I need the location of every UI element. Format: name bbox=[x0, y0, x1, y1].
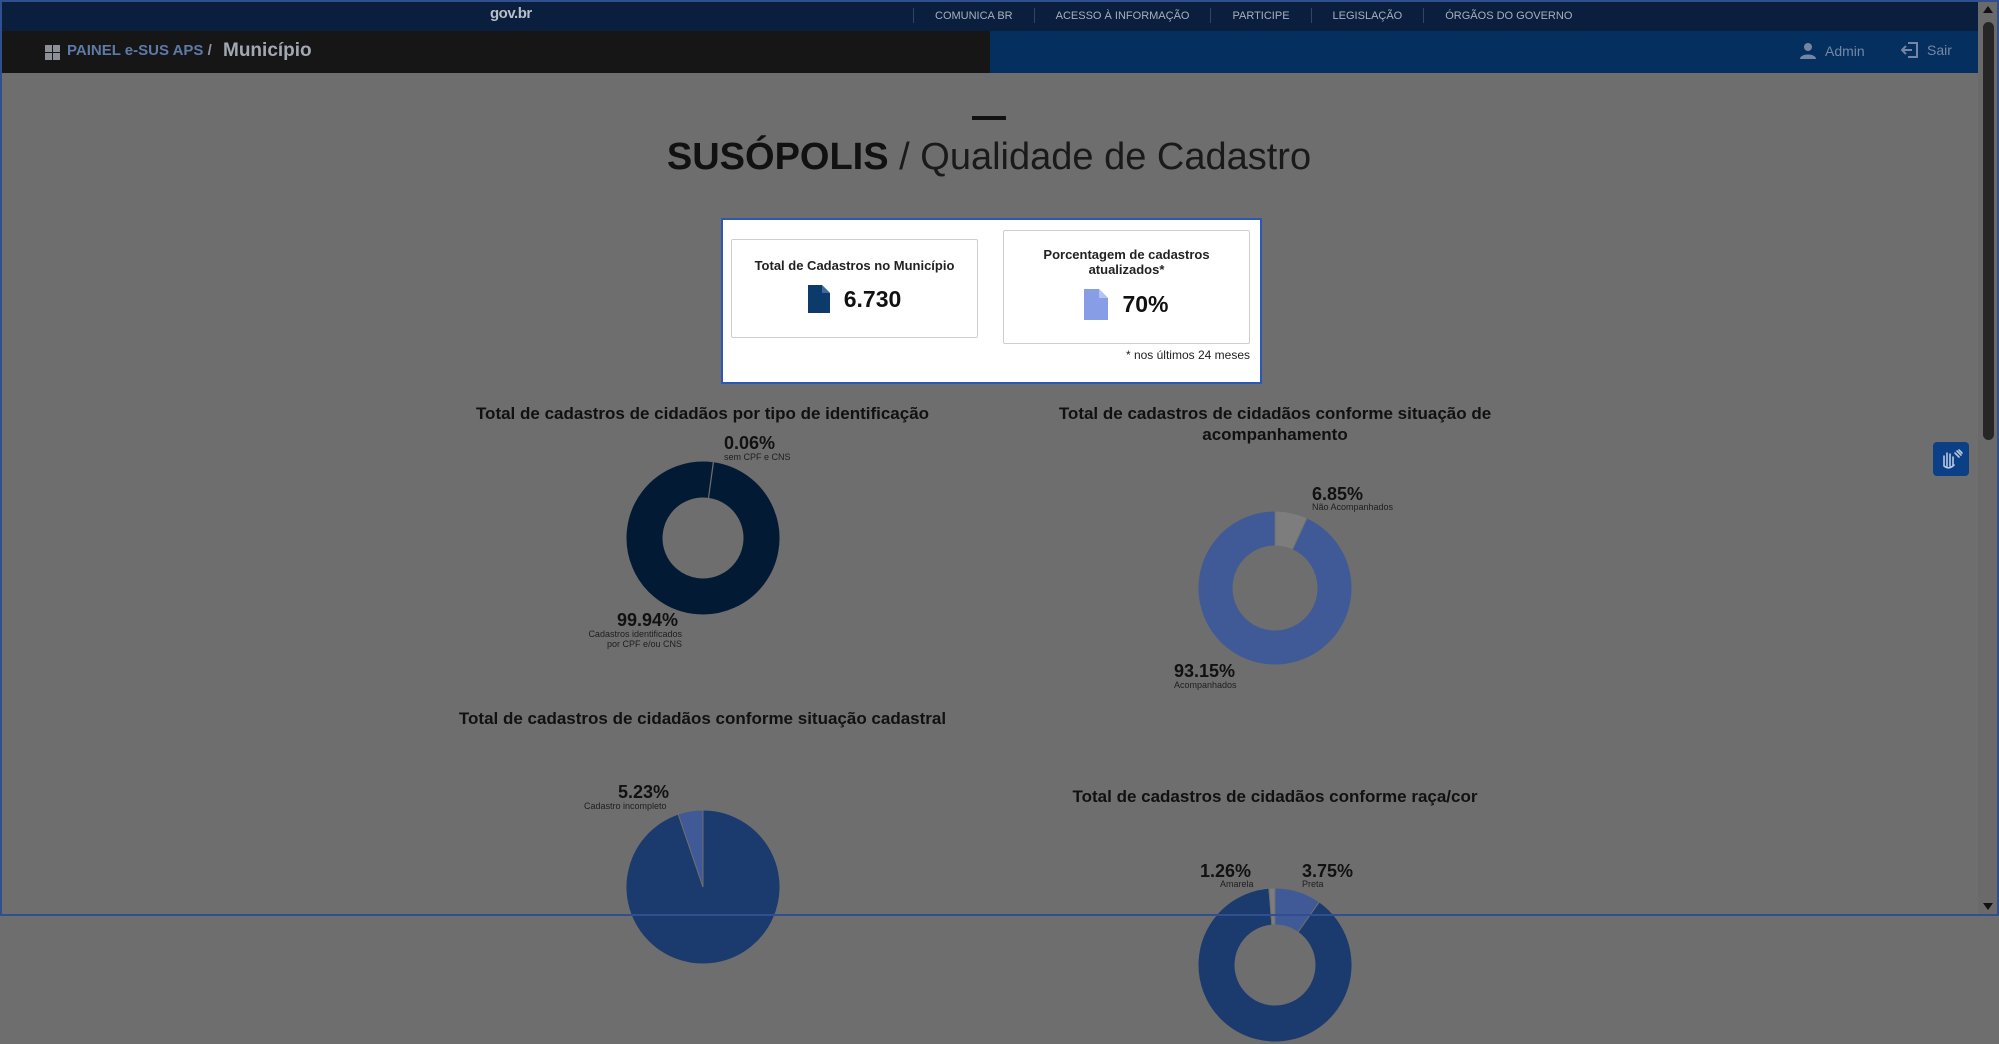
chart-title-acompanhamento: Total de cadastros de cidadãos conforme … bbox=[1058, 404, 1492, 444]
slice-pct-identificados: 99.94% bbox=[617, 610, 679, 630]
city-name: SUSÓPOLIS bbox=[666, 136, 889, 178]
gov-link-orgaos[interactable]: ÓRGÃOS DO GOVERNO bbox=[1445, 9, 1573, 22]
gov-link-legislacao[interactable]: LEGISLAÇÃO bbox=[1332, 9, 1403, 22]
slice-label-acompanhados: Acompanhados bbox=[1174, 680, 1237, 690]
slice-label-amarela: Amarela bbox=[1220, 879, 1254, 889]
vertical-scrollbar[interactable] bbox=[1978, 0, 1999, 916]
pie-chart-situacao[interactable] bbox=[624, 808, 782, 966]
slice-pct-nao-acompanhados: 6.85% bbox=[1312, 484, 1364, 504]
gov-link-comunica[interactable]: COMUNICA BR bbox=[935, 9, 1013, 22]
gov-top-bar: gov.br COMUNICA BR ACESSO À INFORMAÇÃO P… bbox=[0, 0, 1978, 31]
document-icon bbox=[807, 285, 830, 313]
title-accent-dash bbox=[972, 116, 1006, 120]
kpi-total-value: 6.730 bbox=[843, 285, 902, 312]
section-name: Qualidade de Cadastro bbox=[920, 136, 1312, 178]
exit-button[interactable]: Sair bbox=[1901, 42, 1952, 58]
chart-title-raca: Total de cadastros de cidadãos conforme … bbox=[1072, 787, 1478, 806]
gov-link-participe[interactable]: PARTICIPE bbox=[1232, 9, 1290, 22]
gov-logo[interactable]: gov.br bbox=[490, 5, 532, 22]
slice-pct-acompanhados: 93.15% bbox=[1174, 661, 1236, 681]
slice-pct-sem-cpf: 0.06% bbox=[724, 433, 776, 453]
page-title: SUSÓPOLIS / Qualidade de Cadastro bbox=[0, 136, 1978, 179]
scroll-down-arrow-icon[interactable] bbox=[1983, 903, 1993, 910]
scroll-up-arrow-icon[interactable] bbox=[1983, 6, 1993, 13]
app-bar bbox=[0, 31, 990, 73]
user-button[interactable]: Admin bbox=[1799, 42, 1865, 60]
slice-label-identificados: Cadastros identificados por CPF e/ou CNS bbox=[588, 629, 682, 649]
gov-link-acesso-informacao[interactable]: ACESSO À INFORMAÇÃO bbox=[1055, 9, 1190, 22]
sign-language-hands-icon bbox=[1943, 449, 1963, 469]
kpi-card-total: Total de Cadastros no Município 6.730 bbox=[731, 239, 978, 338]
chart-title-situacao: Total de cadastros de cidadãos conforme … bbox=[458, 709, 947, 728]
title-separator: / bbox=[888, 136, 921, 178]
exit-label: Sair bbox=[1927, 42, 1952, 58]
gov-links: COMUNICA BR ACESSO À INFORMAÇÃO PARTICIP… bbox=[913, 0, 1593, 31]
slice-label-cadastro-incompleto: Cadastro incompleto bbox=[584, 801, 667, 811]
donut-chart-acompanhamento[interactable] bbox=[1196, 509, 1354, 667]
slice-pct-amarela: 1.26% bbox=[1200, 861, 1252, 881]
page-name: Município bbox=[223, 40, 312, 61]
scrollbar-thumb[interactable] bbox=[1983, 22, 1994, 440]
kpi-card-updated: Porcentagem de cadastros atualizados* 70… bbox=[1003, 230, 1250, 344]
chart-title-identificacao: Total de cadastros de cidadãos por tipo … bbox=[475, 404, 930, 423]
donut-chart-identificacao[interactable] bbox=[624, 459, 782, 617]
kpi-footnote: * nos últimos 24 meses bbox=[1125, 348, 1250, 362]
breadcrumb-separator: / bbox=[207, 42, 212, 59]
slice-identificados[interactable] bbox=[625, 460, 781, 616]
slice-cadastro-incompleto[interactable] bbox=[677, 809, 704, 888]
vlibras-accessibility-button[interactable] bbox=[1933, 442, 1969, 476]
slice-pct-cadastro-incompleto: 5.23% bbox=[618, 782, 670, 802]
document-icon bbox=[1084, 289, 1109, 320]
kpi-updated-title: Porcentagem de cadastros atualizados* bbox=[1043, 247, 1210, 277]
kpi-total-title: Total de Cadastros no Município bbox=[754, 258, 955, 273]
dashboard-grid-icon[interactable] bbox=[45, 45, 60, 60]
app-bar-right bbox=[990, 31, 1978, 73]
logout-icon bbox=[1901, 42, 1918, 58]
kpi-updated-value: 70% bbox=[1122, 291, 1169, 317]
slice-label-nao-acompanhados: Não Acompanhados bbox=[1312, 502, 1394, 512]
user-icon bbox=[1800, 43, 1816, 59]
user-label: Admin bbox=[1825, 43, 1865, 59]
breadcrumb[interactable]: PAINEL e-SUS APS / bbox=[67, 42, 212, 59]
slice-label-sem-cpf: sem CPF e CNS bbox=[724, 452, 791, 462]
donut-chart-raca[interactable] bbox=[1196, 886, 1354, 1044]
slice-label-preta: Preta bbox=[1302, 879, 1324, 889]
app-brand[interactable]: PAINEL e-SUS APS bbox=[67, 42, 204, 59]
kpi-panel: Total de Cadastros no Município 6.730 Po… bbox=[721, 218, 1262, 384]
slice-acompanhados[interactable] bbox=[1197, 510, 1353, 666]
slice-pct-preta: 3.75% bbox=[1302, 861, 1354, 881]
